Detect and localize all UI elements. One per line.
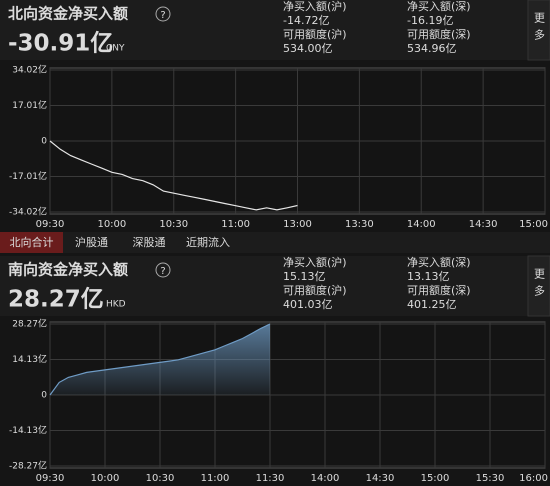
more-button[interactable] [527,255,550,317]
stat-value: 534.96亿 [407,42,457,55]
y-tick-label: 34.02亿 [12,64,47,76]
y-tick-label: 0 [41,137,47,147]
stat-label: 净买入额(沪) [283,0,347,13]
x-tick-label: 13:30 [345,219,374,230]
stat-value: 13.13亿 [407,270,450,283]
help-icon[interactable] [155,262,171,278]
stat-value: -14.72亿 [283,14,329,27]
x-tick-label: 14:30 [366,473,395,484]
header-bg [0,256,550,316]
y-tick-label: -34.02亿 [9,206,47,218]
x-tick-label: 16:00 [519,473,548,484]
x-tick-label: 09:30 [36,219,65,230]
stat-value: -16.19亿 [407,14,453,27]
x-tick-label: 15:00 [421,473,450,484]
x-tick-label: 14:00 [311,473,340,484]
x-tick-label: 09:30 [36,473,65,484]
x-tick-label: 15:30 [476,473,505,484]
x-tick-label: 14:30 [469,219,498,230]
stat-label: 净买入额(沪) [283,255,347,269]
data-line [49,140,298,211]
more-button[interactable] [527,0,550,61]
area-fill [50,324,270,395]
y-tick-label: 28.27亿 [12,318,47,330]
x-tick-label: 11:00 [201,473,230,484]
header-bg [0,0,550,60]
help-icon-text: ? [160,266,165,277]
x-tick-label: 13:00 [283,219,312,230]
stat-value: 401.25亿 [407,298,457,311]
x-tick-label: 10:30 [146,473,175,484]
tab-label[interactable]: 北向合计 [10,235,54,249]
y-tick-label: 14.13亿 [12,353,47,365]
y-tick-label: 17.01亿 [12,99,47,111]
total-value: 28.27亿 [8,287,104,313]
y-tick-label: -17.01亿 [9,170,47,182]
total-value: -30.91亿 [8,31,113,57]
stat-label: 可用额度(深) [407,283,471,297]
x-tick-label: 15:00 [519,219,548,230]
stat-label: 净买入额(深) [407,255,471,269]
tab[interactable] [0,232,63,253]
x-tick-label: 10:30 [159,219,188,230]
stat-label: 可用额度(深) [407,27,471,41]
stat-label: 可用额度(沪) [283,283,347,297]
y-tick-label: -28.27亿 [9,460,47,472]
tab[interactable] [178,232,238,253]
more-text: 更多 [533,12,546,46]
tab[interactable] [63,232,120,253]
tab-label[interactable]: 近期流入 [186,235,230,249]
stat-value: 401.03亿 [283,298,333,311]
currency: CNY [106,44,125,54]
help-icon-text: ? [160,10,165,21]
stat-label: 净买入额(深) [407,0,471,13]
data-line [49,323,271,396]
tab-label[interactable]: 深股通 [133,236,166,249]
section-title: 北向资金净买入额 [8,5,128,23]
x-tick-label: 10:00 [97,219,126,230]
stat-label: 可用额度(沪) [283,27,347,41]
x-tick-label: 11:30 [256,473,285,484]
tab-label[interactable]: 沪股通 [75,235,108,249]
stat-value: 534.00亿 [283,42,333,55]
y-tick-label: -14.13亿 [9,424,47,436]
section-title: 南向资金净买入额 [8,261,128,279]
currency: HKD [106,300,126,310]
x-tick-label: 11:00 [221,219,250,230]
x-tick-label: 14:00 [407,219,436,230]
help-icon[interactable] [155,6,171,22]
y-tick-label: 0 [41,391,47,401]
stat-value: 15.13亿 [283,270,326,283]
tab[interactable] [120,232,178,253]
x-tick-label: 10:00 [91,473,120,484]
more-text: 更多 [533,268,546,302]
